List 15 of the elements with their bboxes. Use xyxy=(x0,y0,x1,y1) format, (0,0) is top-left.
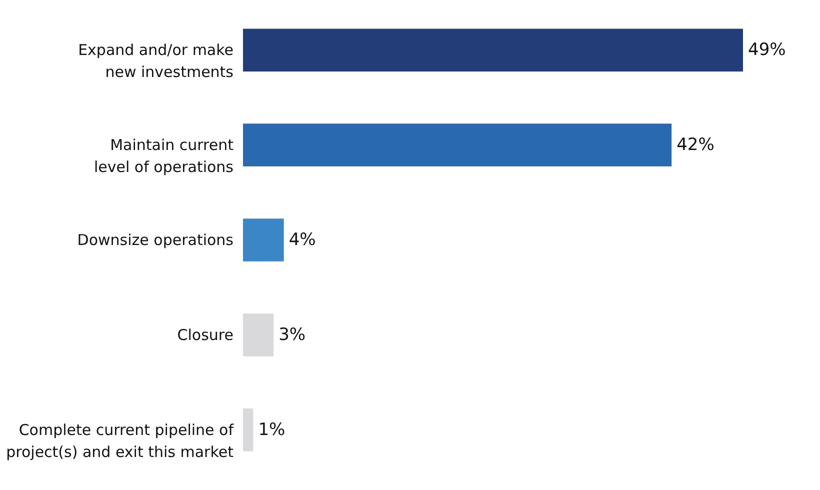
bar xyxy=(243,124,672,166)
y-tick-label: Expand and/or make new investments xyxy=(78,41,234,82)
data-label: 49% xyxy=(748,40,786,60)
bar xyxy=(243,218,284,262)
bar xyxy=(243,408,254,452)
data-label: 4% xyxy=(288,230,316,250)
data-label: 1% xyxy=(258,420,286,440)
y-tick-label: Closure xyxy=(177,326,234,344)
y-tick-label: Maintain current level of operations xyxy=(94,136,234,176)
data-label: 42% xyxy=(676,135,714,156)
bar xyxy=(243,28,743,72)
bar xyxy=(243,314,274,356)
y-tick-label: Complete current pipeline of project(s) and exit this market xyxy=(6,420,234,461)
y-tick-label: Downsize operations xyxy=(77,231,234,249)
data-label: 3% xyxy=(278,324,306,345)
